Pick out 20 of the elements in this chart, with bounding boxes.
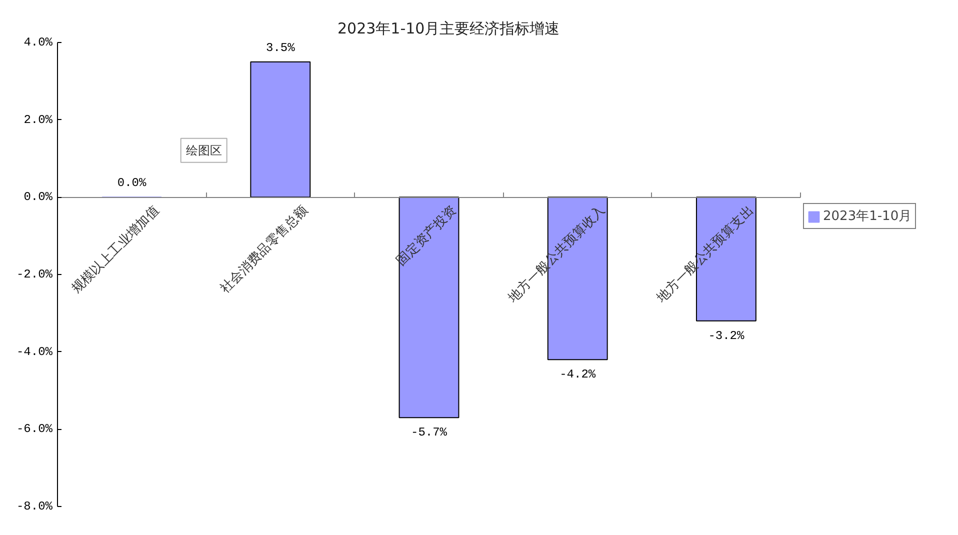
y-tick-label: 0.0% bbox=[24, 190, 54, 204]
x-tick-label: 地方一般公共预算支出 bbox=[652, 202, 757, 306]
x-tick-label: 地方一般公共预算收入 bbox=[504, 202, 608, 306]
legend-label: 2023年1-10月 bbox=[823, 208, 912, 225]
data-label: -4.2% bbox=[560, 368, 596, 382]
data-label: 3.5% bbox=[266, 40, 296, 55]
data-label: -3.2% bbox=[708, 328, 745, 343]
x-tick-label: 固定资产投资 bbox=[394, 203, 460, 269]
chart-title: 2023年1-10月主要经济指标增速 bbox=[338, 20, 560, 38]
data-label: 0.0% bbox=[117, 176, 147, 190]
y-tick-label: -8.0% bbox=[16, 500, 54, 514]
annotation: 绘图区 bbox=[186, 143, 222, 158]
x-tick-label: 社会消费品零售总额 bbox=[218, 203, 312, 297]
data-label: -5.7% bbox=[410, 426, 448, 440]
y-tick-label: -2.0% bbox=[16, 268, 54, 282]
x-tick-label: 规模以上工业增加值 bbox=[69, 203, 162, 297]
y-tick-label: 4.0% bbox=[24, 36, 54, 50]
y-tick-label: -6.0% bbox=[16, 422, 54, 436]
y-tick-label: -4.0% bbox=[16, 344, 54, 359]
y-tick-label: 2.0% bbox=[24, 112, 54, 127]
